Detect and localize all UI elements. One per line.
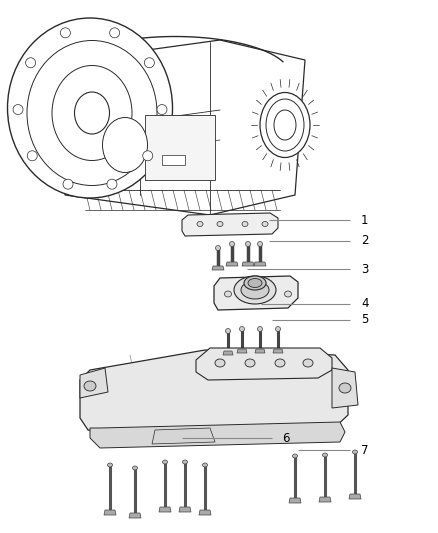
Ellipse shape: [74, 92, 110, 134]
Polygon shape: [145, 115, 215, 180]
Ellipse shape: [183, 460, 187, 464]
Text: 7: 7: [361, 444, 369, 457]
Polygon shape: [255, 349, 265, 353]
Ellipse shape: [258, 327, 262, 332]
Text: 2: 2: [361, 235, 369, 247]
Ellipse shape: [244, 276, 266, 290]
Polygon shape: [162, 155, 185, 165]
Ellipse shape: [230, 241, 234, 246]
Polygon shape: [90, 422, 345, 448]
Ellipse shape: [245, 359, 255, 367]
Ellipse shape: [266, 99, 304, 151]
Ellipse shape: [240, 327, 244, 332]
Polygon shape: [196, 348, 332, 380]
Ellipse shape: [353, 450, 357, 454]
Polygon shape: [80, 350, 348, 442]
Polygon shape: [80, 368, 108, 398]
Polygon shape: [152, 428, 215, 444]
Ellipse shape: [274, 110, 296, 140]
Polygon shape: [349, 494, 361, 499]
Ellipse shape: [145, 58, 154, 68]
Ellipse shape: [303, 359, 313, 367]
Ellipse shape: [143, 151, 153, 161]
Ellipse shape: [102, 117, 148, 173]
Ellipse shape: [234, 276, 276, 304]
Ellipse shape: [215, 359, 225, 367]
Ellipse shape: [258, 241, 262, 246]
Ellipse shape: [248, 279, 262, 287]
Polygon shape: [179, 507, 191, 512]
Ellipse shape: [215, 246, 220, 251]
Ellipse shape: [241, 281, 269, 299]
Polygon shape: [242, 262, 254, 266]
Ellipse shape: [52, 66, 132, 160]
Ellipse shape: [242, 222, 248, 227]
Ellipse shape: [27, 41, 157, 185]
Ellipse shape: [107, 179, 117, 189]
Ellipse shape: [322, 453, 328, 457]
Ellipse shape: [197, 222, 203, 227]
Polygon shape: [182, 213, 278, 236]
Text: 6: 6: [283, 432, 290, 445]
Ellipse shape: [110, 28, 120, 38]
Text: 1: 1: [361, 214, 369, 227]
Polygon shape: [289, 498, 301, 503]
Ellipse shape: [27, 151, 37, 161]
Ellipse shape: [266, 291, 273, 297]
Ellipse shape: [202, 463, 208, 467]
Ellipse shape: [162, 460, 167, 464]
Polygon shape: [159, 507, 171, 512]
Polygon shape: [199, 510, 211, 515]
Polygon shape: [65, 40, 305, 215]
Ellipse shape: [339, 383, 351, 393]
Ellipse shape: [293, 454, 297, 458]
Polygon shape: [273, 349, 283, 353]
Polygon shape: [332, 368, 358, 408]
Ellipse shape: [217, 222, 223, 227]
Polygon shape: [129, 513, 141, 518]
Ellipse shape: [276, 327, 280, 332]
Polygon shape: [237, 349, 247, 353]
Polygon shape: [319, 497, 331, 502]
Ellipse shape: [275, 359, 285, 367]
Ellipse shape: [133, 466, 138, 470]
Ellipse shape: [225, 291, 232, 297]
Polygon shape: [214, 276, 298, 310]
Text: 5: 5: [361, 313, 368, 326]
Ellipse shape: [63, 179, 73, 189]
Polygon shape: [104, 510, 116, 515]
Polygon shape: [212, 266, 224, 270]
Ellipse shape: [157, 104, 167, 115]
Ellipse shape: [7, 18, 173, 198]
Ellipse shape: [262, 222, 268, 227]
Ellipse shape: [26, 58, 35, 68]
Text: 3: 3: [361, 263, 368, 276]
Polygon shape: [223, 351, 233, 355]
Ellipse shape: [244, 291, 251, 297]
Ellipse shape: [60, 28, 71, 38]
Ellipse shape: [285, 291, 292, 297]
Ellipse shape: [226, 328, 230, 334]
Ellipse shape: [260, 93, 310, 157]
Ellipse shape: [246, 241, 251, 246]
Text: 4: 4: [361, 297, 369, 310]
Polygon shape: [226, 262, 238, 266]
Ellipse shape: [13, 104, 23, 115]
Ellipse shape: [84, 381, 96, 391]
Polygon shape: [254, 262, 266, 266]
Ellipse shape: [107, 463, 113, 467]
